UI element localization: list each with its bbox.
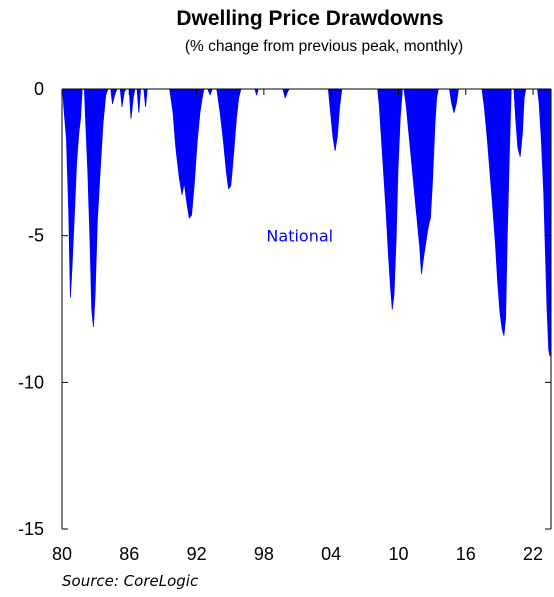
x-tick-label: 86 [119, 544, 139, 564]
x-tick-label: 92 [187, 544, 207, 564]
x-tick-label: 22 [523, 544, 543, 564]
x-tick-label: 04 [321, 544, 341, 564]
x-tick-label: 80 [52, 544, 72, 564]
y-tick-label: -5 [28, 226, 44, 246]
y-tick-label: 0 [34, 79, 44, 99]
x-tick-label: 10 [388, 544, 408, 564]
series-area-national [62, 88, 552, 357]
y-tick-label: -15 [18, 519, 44, 539]
chart-subtitle: (% change from previous peak, monthly) [184, 38, 464, 55]
x-tick-label: 16 [456, 544, 476, 564]
source-note: Source: CoreLogic [62, 572, 199, 590]
x-tick-label: 98 [254, 544, 274, 564]
y-tick-label: -10 [18, 372, 44, 392]
series-label-national: National [266, 227, 333, 246]
chart-title: Dwelling Price Drawdowns [176, 7, 444, 30]
